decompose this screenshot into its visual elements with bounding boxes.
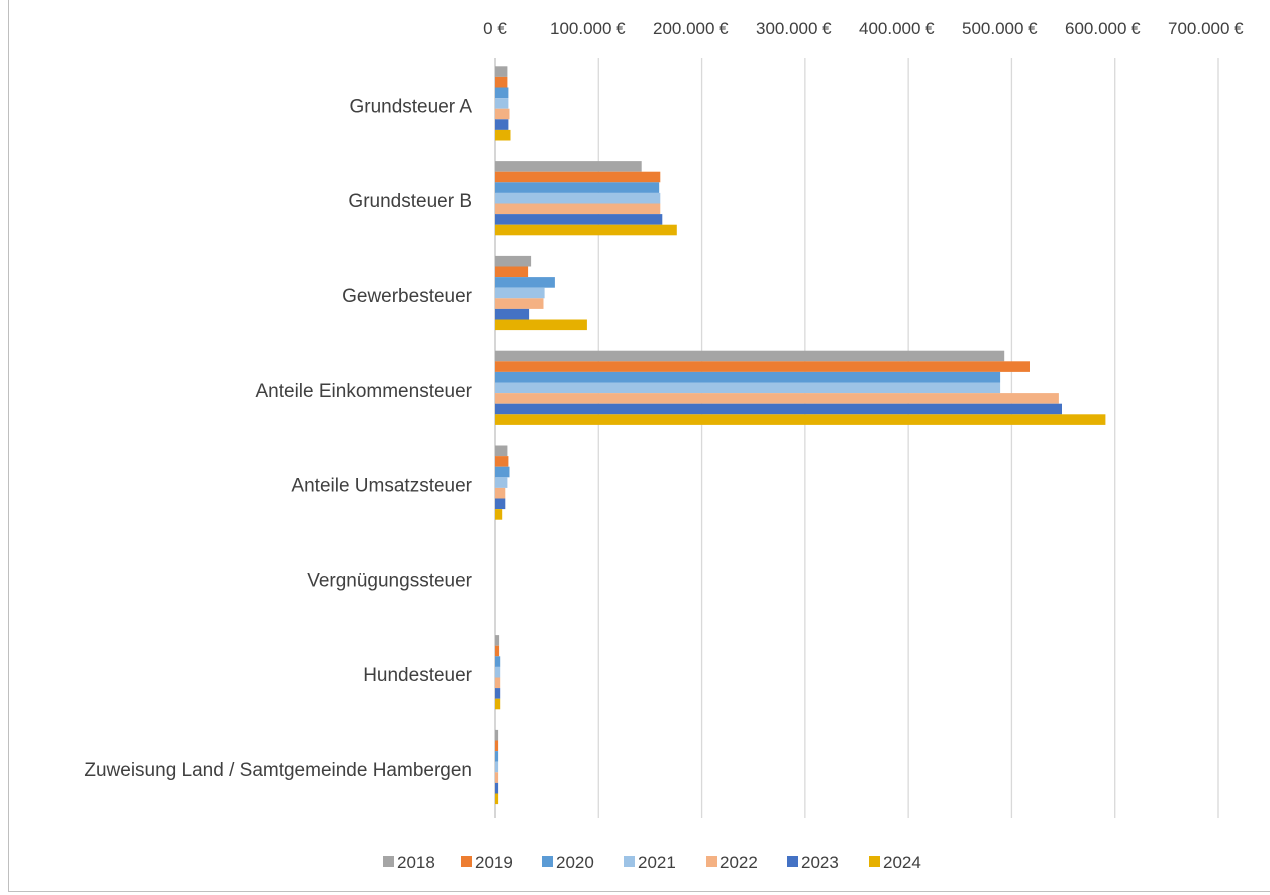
- x-tick-label: 0 €: [483, 19, 507, 38]
- bar: [495, 688, 501, 699]
- category-label: Vergnügungssteuer: [307, 570, 472, 591]
- bar: [495, 393, 1059, 404]
- category-label: Grundsteuer A: [349, 96, 472, 117]
- bar: [495, 761, 499, 773]
- bar: [495, 224, 677, 236]
- bar: [495, 382, 1001, 394]
- legend-swatch: [383, 856, 394, 867]
- bar: [495, 782, 499, 794]
- category-label: Anteile Umsatzsteuer: [291, 476, 472, 497]
- bar: [495, 255, 532, 267]
- bar: [495, 298, 544, 309]
- bar: [495, 361, 1030, 372]
- bar: [495, 477, 508, 488]
- bar: [495, 445, 508, 457]
- bar: [495, 772, 499, 783]
- bar: [495, 182, 660, 193]
- bar: [495, 308, 530, 320]
- legend-label: 2019: [475, 853, 513, 872]
- bar: [495, 466, 510, 478]
- bar: [495, 87, 509, 99]
- legend-label: 2020: [556, 853, 594, 872]
- bar: [495, 456, 509, 467]
- bar: [495, 371, 1001, 383]
- category-label: Grundsteuer B: [348, 191, 472, 212]
- x-tick-label: 400.000 €: [859, 19, 935, 38]
- bar: [495, 350, 1005, 362]
- bar: [495, 98, 509, 109]
- category-label: Hundesteuer: [363, 665, 472, 686]
- legend-swatch: [542, 856, 553, 867]
- x-tick-label: 200.000 €: [653, 19, 729, 38]
- bar: [495, 66, 508, 77]
- legend-swatch: [706, 856, 717, 867]
- bar: [495, 509, 503, 520]
- legend-label: 2023: [801, 853, 839, 872]
- legend-label: 2021: [638, 853, 676, 872]
- legend-label: 2024: [883, 853, 921, 872]
- bar: [495, 698, 501, 710]
- bar: [495, 192, 661, 204]
- bar: [495, 171, 661, 183]
- bar: [495, 751, 499, 762]
- x-tick-label: 700.000 €: [1168, 19, 1244, 38]
- category-label: Gewerbesteuer: [342, 286, 473, 307]
- bar: [495, 266, 529, 278]
- x-tick-label: 100.000 €: [550, 19, 626, 38]
- bar: [495, 277, 555, 288]
- category-label: Anteile Einkommensteuer: [256, 381, 473, 402]
- bar: [495, 656, 501, 667]
- bar: [495, 108, 510, 120]
- bar: [495, 666, 501, 678]
- bar: [495, 414, 1106, 425]
- bar: [495, 287, 545, 299]
- x-tick-label: 300.000 €: [756, 19, 832, 38]
- legend-label: 2022: [720, 853, 758, 872]
- bar: [495, 76, 508, 88]
- legend-label: 2018: [397, 853, 435, 872]
- category-label: Zuweisung Land / Samtgemeinde Hambergen: [84, 760, 472, 781]
- legend-swatch: [624, 856, 635, 867]
- legend-swatch: [869, 856, 880, 867]
- bar: [495, 129, 511, 141]
- legend-swatch: [461, 856, 472, 867]
- x-tick-label: 600.000 €: [1065, 19, 1141, 38]
- bar: [495, 119, 509, 130]
- bar: [495, 645, 500, 657]
- bar: [495, 793, 499, 805]
- bar: [495, 635, 500, 646]
- bar: [495, 498, 506, 510]
- bar: [495, 729, 499, 741]
- bar: [495, 677, 501, 689]
- legend-swatch: [787, 856, 798, 867]
- bar: [495, 161, 642, 172]
- bar: [495, 203, 661, 215]
- bar: [495, 740, 499, 752]
- bar: [495, 403, 1062, 415]
- x-tick-label: 500.000 €: [962, 19, 1038, 38]
- bar: [495, 487, 506, 499]
- bar: [495, 214, 663, 225]
- chart-frame: [8, 0, 1270, 892]
- bar: [495, 319, 587, 331]
